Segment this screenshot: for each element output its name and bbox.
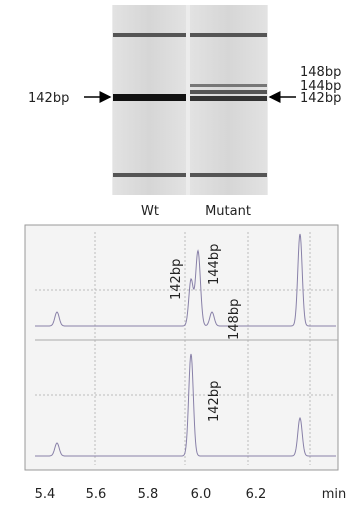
peak-label: 148bp [227, 299, 242, 340]
gel [84, 5, 296, 195]
peak-label: 144bp [207, 244, 222, 285]
page: 142bp 148bp 144bp 142bp Wt Mutant 142bp … [0, 0, 362, 510]
x-tick-label: 5.8 [138, 487, 159, 502]
x-tick-label: 6.0 [191, 487, 212, 502]
lane-label: Mutant [205, 204, 251, 219]
x-tick-label: 5.6 [86, 487, 107, 502]
lane-label: Wt [141, 204, 159, 219]
gel-right-label: 148bp [300, 65, 341, 80]
figure: 142bp 148bp 144bp 142bp Wt Mutant 142bp … [0, 0, 362, 510]
peak-label: 142bp [207, 381, 222, 422]
gel-left-label: 142bp [28, 91, 69, 106]
peak-label: 142bp [169, 259, 184, 300]
gel-right-label: 142bp [300, 91, 341, 106]
x-tick-label: 6.2 [246, 487, 267, 502]
x-unit: min [322, 487, 347, 502]
x-tick-label: 5.4 [35, 487, 56, 502]
